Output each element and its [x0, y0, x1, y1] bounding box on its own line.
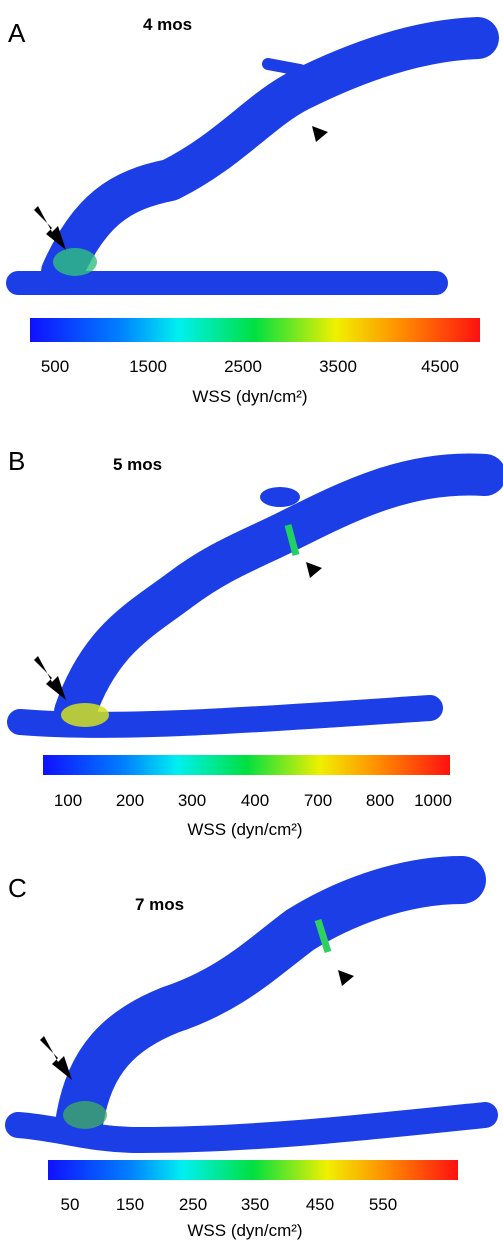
- wss-ring: [314, 918, 332, 954]
- colorbar-tick: 50: [61, 1195, 80, 1214]
- colorbar-tick: 4500: [421, 357, 459, 376]
- colorbar-tick: 3500: [319, 357, 357, 376]
- colorbar-tick: 500: [41, 357, 69, 376]
- colorbar-label: WSS (dyn/cm²): [187, 1221, 302, 1240]
- wss-spot: [61, 703, 109, 727]
- panel-b: B 5 mos 100 200 300 400 700 800 1000 WSS…: [7, 446, 503, 839]
- wss-spot: [53, 248, 97, 276]
- colorbar-tick: 800: [366, 791, 394, 810]
- colorbar: [48, 1160, 458, 1180]
- colorbar-tick: 2500: [224, 357, 262, 376]
- colorbar-label: WSS (dyn/cm²): [187, 820, 302, 839]
- colorbar-tick: 550: [369, 1195, 397, 1214]
- vessel-branch: [278, 913, 327, 932]
- panel-title: 7 mos: [135, 895, 184, 914]
- arrowhead: [338, 970, 354, 986]
- vessel: [54, 453, 503, 733]
- vessel: [56, 856, 486, 1142]
- arrowhead: [312, 126, 328, 142]
- panel-label: A: [8, 18, 26, 48]
- vessel-branch: [262, 58, 306, 76]
- colorbar-tick: 700: [304, 791, 332, 810]
- panel-c: C 7 mos 50 150 250 350 450 550 WSS (dyn/…: [5, 856, 498, 1240]
- vessel-branch: [260, 487, 300, 507]
- colorbar-tick: 350: [241, 1195, 269, 1214]
- arrow: [34, 206, 66, 250]
- colorbar-tick: 1000: [414, 791, 452, 810]
- wss-spot: [63, 1101, 107, 1129]
- panel-label: C: [8, 873, 27, 903]
- arrow: [34, 656, 66, 700]
- colorbar-label: WSS (dyn/cm²): [192, 387, 307, 406]
- colorbar-tick: 450: [306, 1195, 334, 1214]
- colorbar-tick: 300: [178, 791, 206, 810]
- colorbar-tick: 200: [116, 791, 144, 810]
- panel-title: 5 mos: [113, 455, 162, 474]
- colorbar-tick: 1500: [129, 357, 167, 376]
- panel-a: A 4 mos 500 1500 2500 3500 4500 WSS (dyn…: [6, 15, 499, 406]
- colorbar-tick: 150: [116, 1195, 144, 1214]
- colorbar: [30, 318, 480, 342]
- colorbar: [43, 755, 450, 775]
- wss-ring: [284, 524, 300, 556]
- panel-label: B: [8, 446, 25, 476]
- arrowhead: [306, 562, 322, 578]
- colorbar-tick: 250: [179, 1195, 207, 1214]
- panel-title: 4 mos: [143, 15, 192, 34]
- arrow: [40, 1036, 72, 1080]
- colorbar-tick: 400: [241, 791, 269, 810]
- colorbar-tick: 100: [54, 791, 82, 810]
- vessel: [41, 17, 499, 293]
